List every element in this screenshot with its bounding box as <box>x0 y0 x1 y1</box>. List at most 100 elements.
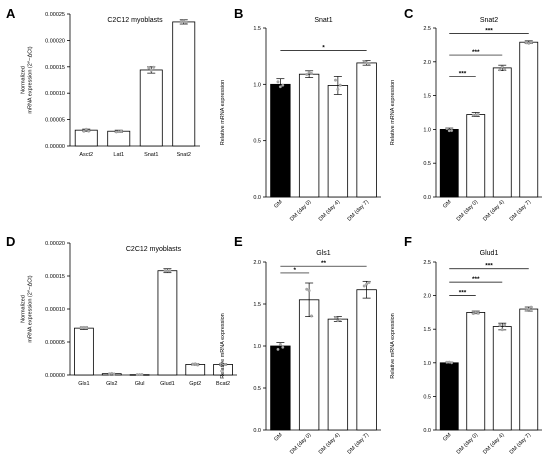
data-point <box>445 360 449 364</box>
significance-marker: *** <box>485 27 493 34</box>
data-point <box>149 68 153 72</box>
y-tick-label: 2.5 <box>423 260 431 266</box>
y-tick-label: 1.0 <box>253 344 261 350</box>
x-tick-label: DM (day 4) <box>318 432 342 456</box>
data-point <box>474 113 478 117</box>
y-tick-label: 2.0 <box>253 260 261 266</box>
bar <box>74 129 98 147</box>
x-tick-label: DM (day 7) <box>347 432 371 456</box>
bar <box>492 67 512 198</box>
data-point <box>471 312 475 315</box>
data-point <box>110 371 114 375</box>
x-tick-label: DM (day 0) <box>456 432 480 456</box>
significance-marker: * <box>322 45 325 52</box>
bar <box>270 345 291 431</box>
data-point <box>524 41 528 45</box>
bar <box>157 270 178 376</box>
data-point <box>182 19 186 23</box>
bar <box>466 311 486 431</box>
y-axis-label: Relative mRNA expression <box>220 313 226 378</box>
x-tick-label: Glul <box>135 381 145 387</box>
panel-a: A C2C12 myoblasts 0.00000 0.00005 0.00010 0.0… <box>6 6 200 158</box>
x-tick-label: DM (day 4) <box>318 199 342 223</box>
y-tick-label: 0.0 <box>253 428 261 434</box>
y-axis-label-line: Relative mRNA expression <box>220 313 226 378</box>
data-point <box>498 68 502 72</box>
data-point <box>336 319 340 323</box>
data-point <box>80 326 83 329</box>
bar <box>492 326 512 431</box>
significance-marker: ** <box>321 260 327 267</box>
data-point <box>135 373 139 377</box>
data-point <box>276 347 280 351</box>
data-point <box>168 269 172 273</box>
data-point <box>476 113 480 116</box>
y-tick-label: 2.0 <box>423 60 431 66</box>
y-tick-label: 1.5 <box>253 302 261 308</box>
data-point <box>362 284 366 288</box>
y-tick-label: 0.5 <box>423 394 431 400</box>
data-point <box>524 308 528 312</box>
y-tick-label: 0.00005 <box>45 340 65 346</box>
y-axis-label: Normalized mRNA expression (2^−ΔCt) <box>21 46 34 113</box>
bar <box>439 362 459 431</box>
bar <box>185 364 206 376</box>
data-point <box>450 361 454 365</box>
data-point <box>114 130 118 134</box>
y-tick-label: 0.00020 <box>45 38 65 44</box>
data-point <box>310 314 313 318</box>
x-tick-label: DM (day 0) <box>456 199 480 223</box>
panel-c: C Snat2 0.0 0.5 1.0 1.5 2.0 2.5 Relative mRNA ex… <box>390 6 542 223</box>
bar <box>439 128 459 198</box>
y-tick-label: 0.00015 <box>45 65 65 71</box>
x-tick-label: Glud1 <box>160 381 175 387</box>
data-point <box>334 78 337 82</box>
panel-e: E Gls1 0.0 0.5 1.0 1.5 2.0 Relative mRNA expres… <box>220 234 381 456</box>
data-point <box>84 326 88 329</box>
bar <box>356 62 377 198</box>
y-tick-label: 1.5 <box>423 327 431 333</box>
bar <box>298 299 320 431</box>
y-tick-label: 0.00005 <box>45 118 65 124</box>
data-point <box>334 316 337 319</box>
y-axis-label-line: Relative mRNA expression <box>390 80 396 145</box>
y-tick-label: 0.00015 <box>45 274 65 280</box>
data-point <box>193 362 197 366</box>
bar <box>74 327 94 376</box>
bar <box>298 73 320 198</box>
data-point <box>278 85 282 89</box>
y-tick-label: 1.5 <box>423 94 431 100</box>
significance-marker: *** <box>472 276 480 283</box>
panel-label: A <box>6 6 16 21</box>
x-tick-label: Snat1 <box>144 152 158 158</box>
significance-marker: *** <box>459 71 467 78</box>
y-tick-label: 0.0 <box>423 428 431 434</box>
x-tick-label: Lat1 <box>113 152 124 158</box>
data-point <box>338 317 342 321</box>
data-point <box>447 360 451 364</box>
y-tick-label: 2.5 <box>423 26 431 32</box>
x-tick-label: Gls1 <box>78 381 89 387</box>
x-tick-label: GM <box>442 432 453 443</box>
data-point <box>278 342 282 346</box>
significance-marker: *** <box>485 263 493 270</box>
bar <box>327 85 349 198</box>
data-point <box>362 60 366 63</box>
data-point <box>367 281 371 284</box>
data-point <box>107 372 111 376</box>
data-point <box>529 41 533 44</box>
x-tick-label: Gpt2 <box>189 381 201 387</box>
y-axis-label-line: Relative mRNA expression <box>390 313 396 378</box>
data-point <box>179 20 183 24</box>
bar <box>519 308 539 431</box>
data-point <box>365 61 369 65</box>
data-point <box>450 129 454 132</box>
bar <box>327 318 349 431</box>
panel-label: D <box>6 234 15 249</box>
x-tick-label: Snat2 <box>177 152 191 158</box>
data-point <box>82 325 86 329</box>
bar <box>107 130 131 147</box>
data-point <box>163 269 167 273</box>
panel-title: C2C12 myoblasts <box>126 246 182 253</box>
y-tick-label: 1.0 <box>423 127 431 133</box>
